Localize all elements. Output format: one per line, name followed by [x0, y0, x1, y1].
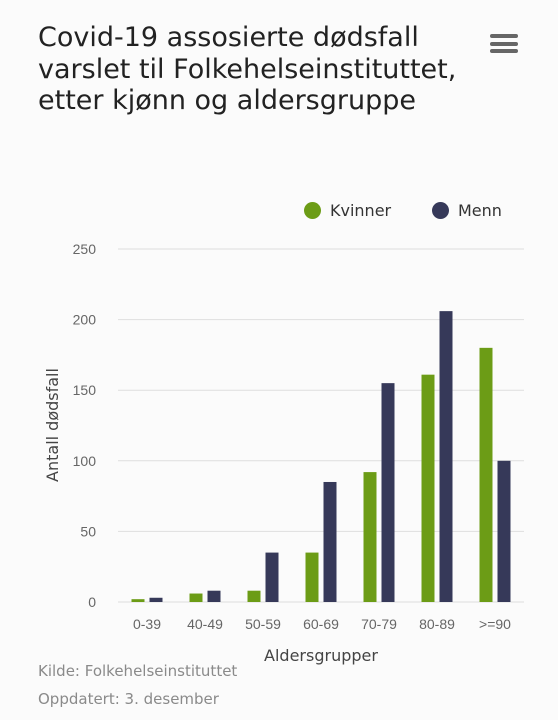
legend-swatch-menn	[432, 201, 449, 219]
y-tick-label-50: 50	[80, 523, 96, 539]
x-tick-label-40-49: 40-49	[187, 616, 223, 632]
bar-menn-50-59	[265, 552, 279, 602]
bar-menn->=90	[497, 460, 511, 602]
bar-kvinner-50-59	[247, 590, 261, 602]
x-tick-label-80-89: 80-89	[419, 616, 455, 632]
bar-menn-60-69	[323, 481, 337, 602]
legend-label-menn: Menn	[458, 200, 502, 220]
bar-menn-40-49	[207, 590, 221, 602]
x-tick-label->=90: >=90	[479, 616, 511, 632]
bar-kvinner-70-79	[363, 472, 377, 602]
x-tick-label-60-69: 60-69	[303, 616, 339, 632]
bar-menn-0-39	[149, 597, 163, 602]
bar-kvinner-40-49	[189, 593, 203, 602]
bar-menn-80-89	[439, 311, 453, 602]
bar-kvinner-80-89	[421, 374, 435, 602]
x-tick-label-70-79: 70-79	[361, 616, 397, 632]
y-tick-label-100: 100	[73, 453, 97, 469]
legend-item-kvinner[interactable]: Kvinner	[304, 199, 391, 221]
legend-swatch-kvinner	[304, 201, 321, 219]
bar-kvinner-60-69	[305, 552, 319, 602]
y-tick-label-0: 0	[88, 594, 96, 610]
y-axis-title: Antall dødsfall	[43, 368, 62, 482]
bar-kvinner->=90	[479, 347, 493, 602]
source-text: Kilde: Folkehelseinstituttet	[38, 662, 238, 680]
legend-item-menn[interactable]: Menn	[432, 199, 502, 221]
x-tick-label-0-39: 0-39	[133, 616, 161, 632]
page-title: Covid-19 assosierte dødsfall varslet til…	[38, 22, 457, 116]
y-tick-label-200: 200	[73, 312, 97, 328]
hamburger-menu-icon	[490, 34, 518, 53]
legend-label-kvinner: Kvinner	[330, 200, 392, 220]
updated-text: Oppdatert: 3. desember	[38, 690, 219, 708]
bar-kvinner-0-39	[131, 599, 145, 602]
y-tick-label-250: 250	[73, 241, 97, 257]
x-axis-title: Aldersgrupper	[264, 646, 378, 665]
y-tick-label-150: 150	[73, 382, 97, 398]
menu-button[interactable]	[490, 34, 518, 58]
bar-menn-70-79	[381, 383, 395, 602]
x-tick-label-50-59: 50-59	[245, 616, 281, 632]
